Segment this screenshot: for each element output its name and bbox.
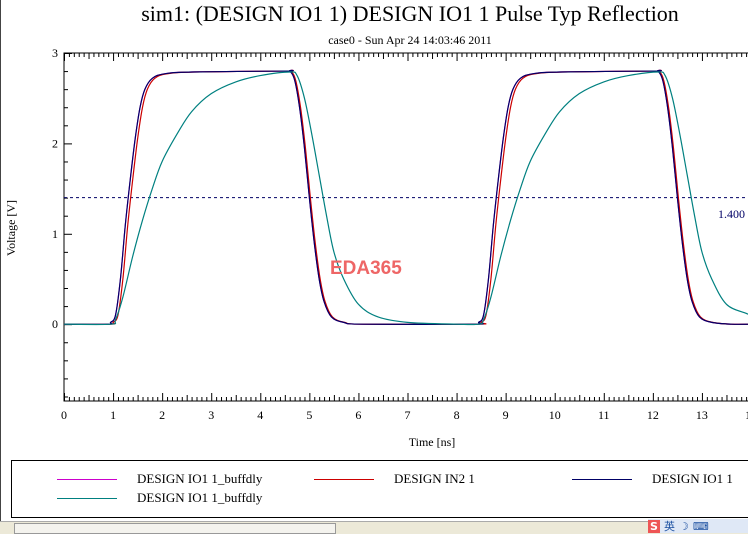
- plot-area: 012345678910111213140123 Voltage [V] Tim…: [4, 46, 748, 449]
- y-axis-label: Voltage [V]: [4, 200, 18, 256]
- legend-item: DESIGN IN2 1: [314, 471, 475, 487]
- y-tick-label: 1: [52, 227, 58, 241]
- y-tick-label: 2: [52, 136, 58, 150]
- legend-label: DESIGN IO1 1_buffdly: [137, 490, 263, 505]
- window-border: [0, 0, 1, 533]
- y-tick-label: 0: [52, 317, 58, 331]
- series-line-2: [63, 69, 748, 325]
- x-tick-label: 9: [503, 408, 509, 422]
- series-line-3: [63, 71, 748, 326]
- legend: DESIGN IO1 1_buffdly DESIGN IN2 1 DESIGN…: [11, 460, 748, 518]
- x-tick-label: 3: [208, 408, 214, 422]
- x-tick-label: 6: [355, 408, 361, 422]
- x-tick-label: 7: [405, 408, 411, 422]
- sogou-icon[interactable]: S: [648, 519, 660, 533]
- watermark: EDA365: [330, 258, 402, 279]
- ime-toolbar[interactable]: S 英 ☽ ⌨: [648, 519, 748, 533]
- x-tick-label: 12: [647, 408, 659, 422]
- legend-label: DESIGN IO1 1: [652, 471, 733, 486]
- y-tick-label: 3: [52, 46, 58, 60]
- plot-frame: [63, 52, 748, 402]
- x-tick-label: 10: [549, 408, 561, 422]
- x-tick-label: 8: [454, 408, 460, 422]
- legend-label: DESIGN IO1 1_buffdly: [137, 471, 263, 486]
- scrollbar-thumb[interactable]: [14, 523, 336, 534]
- x-tick-label: 1: [110, 408, 116, 422]
- legend-swatch: [314, 478, 374, 480]
- chart-subtitle: case0 - Sun Apr 24 14:03:46 2011: [328, 33, 492, 47]
- legend-swatch: [57, 478, 117, 480]
- x-axis-label: Time [ns]: [409, 435, 456, 449]
- x-tick-label: 11: [598, 408, 610, 422]
- moon-icon[interactable]: ☽: [678, 519, 689, 533]
- x-tick-label: 2: [159, 408, 165, 422]
- x-tick-label: 14: [745, 408, 748, 422]
- x-tick-label: 13: [696, 408, 708, 422]
- threshold-label: 1.400: [718, 207, 745, 221]
- horizontal-scrollbar[interactable]: [0, 521, 748, 534]
- x-tick-label: 5: [306, 408, 312, 422]
- x-tick-label: 4: [257, 408, 263, 422]
- chart-title: sim1: (DESIGN IO1 1) DESIGN IO1 1 Pulse …: [141, 1, 679, 26]
- legend-item: DESIGN IO1 1_buffdly: [57, 490, 262, 506]
- legend-label: DESIGN IN2 1: [394, 471, 475, 486]
- legend-swatch: [572, 478, 632, 480]
- legend-swatch: [57, 497, 117, 499]
- legend-item: DESIGN IO1 1_buffdly: [57, 471, 262, 487]
- x-tick-label: 0: [61, 408, 67, 422]
- legend-item: DESIGN IO1 1: [572, 471, 733, 487]
- ime-mode[interactable]: 英: [663, 520, 675, 533]
- keyboard-icon[interactable]: ⌨: [692, 519, 709, 533]
